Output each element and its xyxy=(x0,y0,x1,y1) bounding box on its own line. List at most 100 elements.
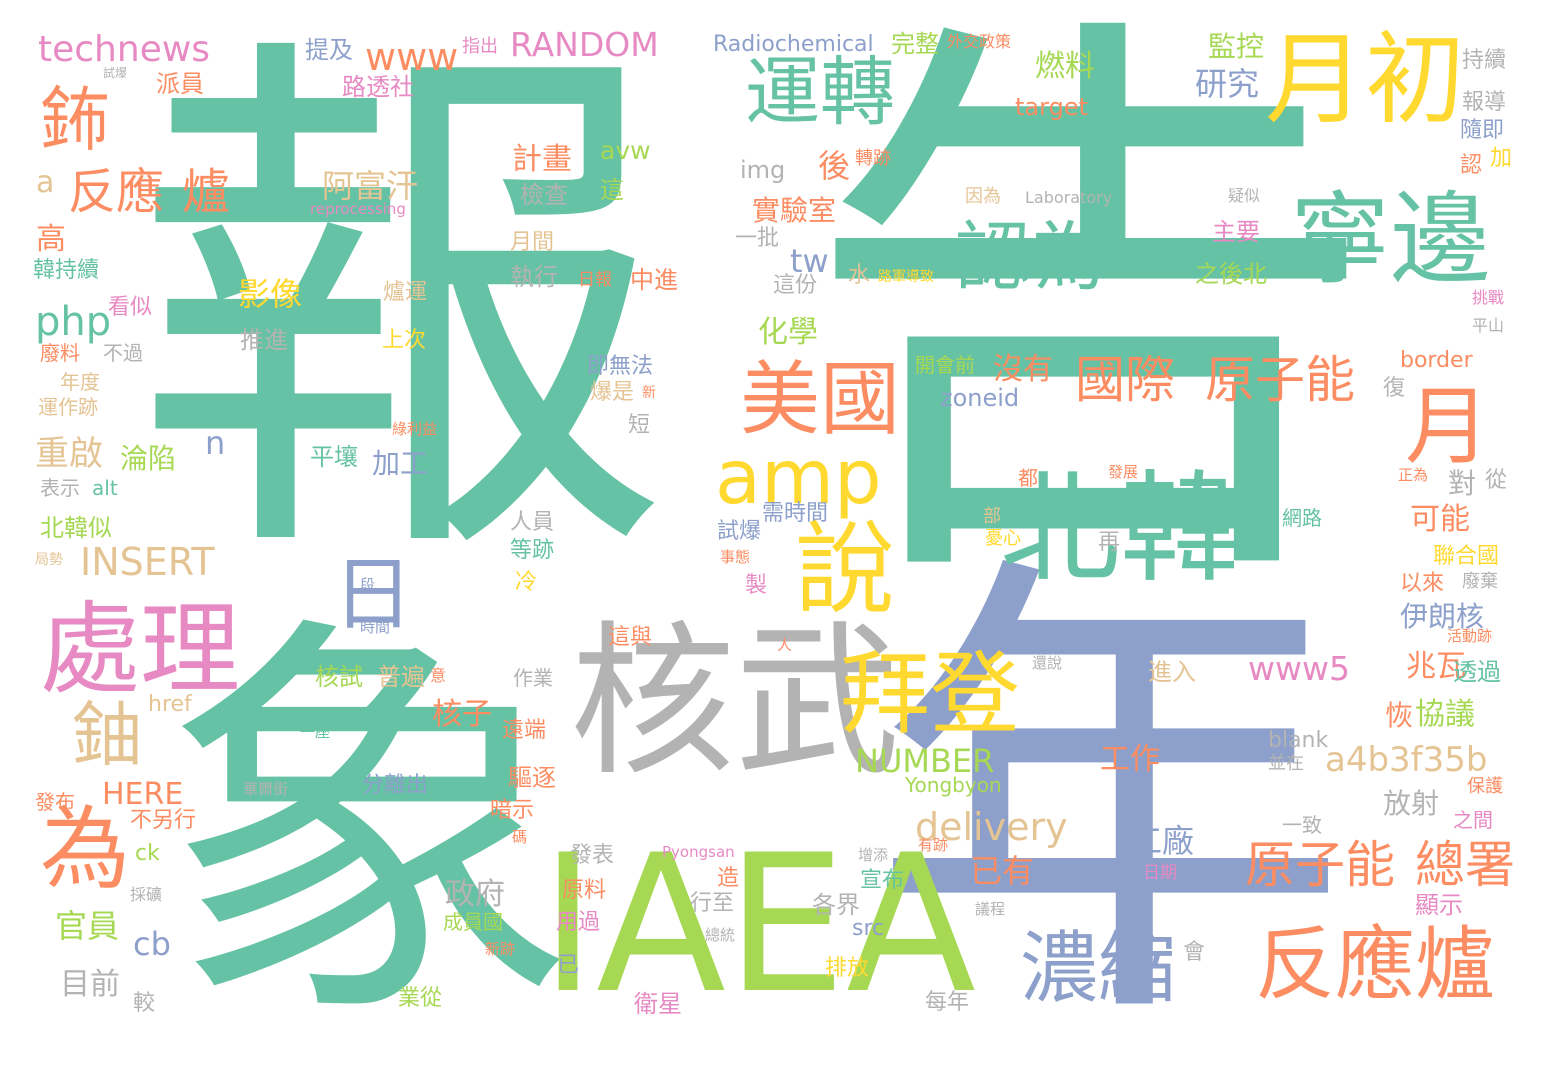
word: delivery xyxy=(915,805,1068,849)
word: blank xyxy=(1268,728,1329,753)
word: 從 xyxy=(1485,468,1508,493)
word: 發布 xyxy=(35,790,75,814)
word: 不過 xyxy=(103,341,143,365)
word: 平壤 xyxy=(310,443,358,471)
word: 放射 xyxy=(1383,787,1440,820)
word: 影像 xyxy=(238,275,303,313)
word: 驅逐 xyxy=(508,764,556,792)
word: RANDOM xyxy=(510,25,659,64)
word: 之後北 xyxy=(1195,260,1267,288)
word: 意 xyxy=(430,666,447,685)
word: 處理 xyxy=(40,591,240,708)
word: 研究 xyxy=(1195,65,1260,103)
word: 較 xyxy=(133,991,156,1016)
word: 政府 xyxy=(445,877,505,912)
word: 核武 xyxy=(570,606,900,798)
word: 淪陷 xyxy=(120,442,177,475)
word: n xyxy=(205,424,226,462)
word: INSERT xyxy=(80,540,215,584)
word: 業從 xyxy=(398,986,443,1011)
word: 高 xyxy=(36,222,66,257)
word: img xyxy=(740,156,786,184)
word: 並在 xyxy=(1268,753,1304,774)
word: avw xyxy=(600,136,651,165)
word: 人 xyxy=(777,636,793,654)
word: src xyxy=(852,916,885,941)
word: 原料 xyxy=(562,878,607,903)
word: 事態 xyxy=(720,548,751,566)
word: 反應 xyxy=(68,164,165,220)
word: 疑似 xyxy=(1228,186,1261,205)
word: 以來 xyxy=(1400,571,1445,596)
word: 監控 xyxy=(1208,30,1265,63)
word: target xyxy=(1015,93,1088,121)
word: 宣布 xyxy=(860,868,905,893)
word: IAEA xyxy=(540,814,977,1035)
word: 核試 xyxy=(315,663,363,691)
word: 人員 xyxy=(510,510,555,535)
word: 路透社 xyxy=(342,73,414,101)
word: 目前 xyxy=(60,967,120,1002)
word: 告 xyxy=(800,0,1380,647)
word: 北韓 xyxy=(1000,460,1240,599)
word: 作業 xyxy=(513,666,553,690)
word: 反應爐 xyxy=(1255,918,1495,1011)
word: 月初 xyxy=(1265,21,1465,138)
word: HERE xyxy=(102,777,184,812)
word: 發展 xyxy=(1108,463,1139,481)
word: 運作跡 xyxy=(38,395,98,419)
word: 鈾 xyxy=(72,694,142,776)
word: 各界 xyxy=(812,891,860,919)
word: 報導 xyxy=(1462,90,1507,115)
word: alt xyxy=(92,476,118,500)
word: cb xyxy=(133,925,171,963)
word: 採礦 xyxy=(130,885,163,904)
word: 北韓似 xyxy=(40,514,112,542)
word: amp xyxy=(715,433,882,521)
word: ck xyxy=(135,841,160,866)
word: 增添 xyxy=(858,846,889,864)
word: 日 xyxy=(333,548,413,641)
word: 說 xyxy=(795,511,895,628)
word: 這與 xyxy=(608,625,653,650)
word: 綠利益 xyxy=(392,420,438,438)
word: 冷 xyxy=(515,570,538,595)
word: 化學 xyxy=(758,315,818,350)
word: border xyxy=(1400,348,1473,373)
word: 製 xyxy=(745,573,768,598)
word: 不另行 xyxy=(130,808,197,833)
word: 運轉 xyxy=(745,48,896,136)
word: 伊朗核 xyxy=(1400,600,1485,633)
word: 美國 xyxy=(740,353,900,446)
word: technews xyxy=(38,29,211,70)
word: 一致 xyxy=(1282,813,1322,837)
word: 成員國 xyxy=(443,910,503,934)
word: 認為 xyxy=(955,213,1106,301)
word: 都 xyxy=(1018,466,1038,490)
word: 復 xyxy=(1383,376,1406,401)
word: 正為 xyxy=(1398,466,1429,484)
word: 新 xyxy=(642,385,656,401)
word: 總統 xyxy=(705,926,736,944)
word: 加 xyxy=(1490,146,1513,171)
word: www xyxy=(365,35,459,79)
word: 中進 xyxy=(630,266,678,294)
word: 拜登 xyxy=(840,642,1020,747)
word: 持續 xyxy=(1462,48,1507,73)
word: reprocessing xyxy=(310,200,406,218)
word: 象 xyxy=(160,585,580,1074)
word: 濃縮 xyxy=(1020,924,1177,1014)
word: 兆瓦 xyxy=(1406,649,1466,684)
word: 沒有 xyxy=(993,352,1053,387)
word: 工廠 xyxy=(1130,822,1195,860)
word: 協議 xyxy=(1415,697,1475,732)
word: 工作 xyxy=(1100,742,1160,777)
word: 平山 xyxy=(1472,316,1505,335)
word: 還說 xyxy=(1032,654,1063,672)
word: 鈽 xyxy=(40,79,110,161)
word: Radiochemical xyxy=(713,32,874,57)
word: php xyxy=(35,299,112,345)
word: 憂心 xyxy=(985,528,1021,549)
word: 表示 xyxy=(40,476,80,500)
word: 加工 xyxy=(372,447,429,480)
